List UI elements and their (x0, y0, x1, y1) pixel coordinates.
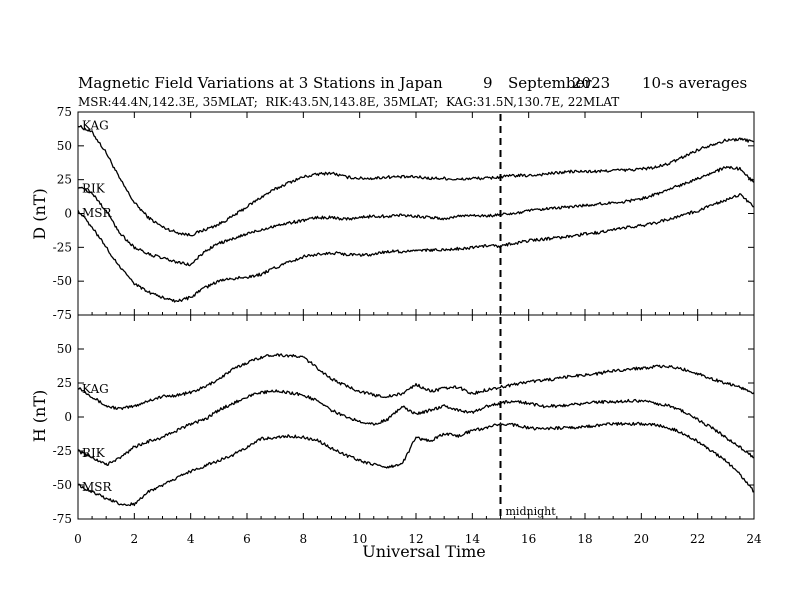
d-panel-frame (77, 111, 755, 316)
x-tick-label: 2 (131, 532, 139, 546)
h-ytick-label: 0 (64, 410, 72, 424)
h-series-msr (77, 421, 755, 507)
d-series-kag (77, 124, 755, 237)
d-ytick-label: 25 (57, 173, 72, 187)
h-ytick-label: 50 (57, 342, 72, 356)
station-subtitle: MSR:44.4N,142.3E, 35MLAT; RIK:43.5N,143.… (78, 95, 619, 109)
h-ytick-label: -75 (53, 512, 72, 526)
x-tick-label: 24 (746, 532, 762, 546)
d-ytick-label: 50 (57, 139, 72, 153)
x-tick-label: 12 (408, 532, 423, 546)
x-tick-label: 22 (690, 532, 705, 546)
date-month: September (508, 74, 592, 92)
d-panel-ylabel: D (nT) (30, 188, 49, 239)
h-series-rik (77, 389, 755, 467)
x-axis-title: Universal Time (362, 542, 485, 561)
d-ytick-label: -75 (53, 308, 72, 322)
x-tick-label: 4 (187, 532, 195, 546)
x-tick-label: 8 (300, 532, 308, 546)
x-tick-label: 6 (243, 532, 251, 546)
d-series-label-rik: RIK (82, 181, 106, 195)
h-ytick-label: -50 (53, 478, 72, 492)
h-series-label-msr: MSR (82, 480, 113, 494)
h-ytick-label: -25 (53, 444, 72, 458)
chart-title: Magnetic Field Variations at 3 Stations … (78, 74, 443, 92)
d-ytick-label: 0 (64, 207, 72, 221)
h-series-kag (77, 353, 755, 411)
d-ytick-label: 75 (57, 105, 72, 119)
d-series-msr (77, 193, 754, 303)
h-panel-frame (77, 314, 755, 520)
x-tick-label: 0 (74, 532, 82, 546)
d-ytick-label: -50 (53, 274, 72, 288)
d-ytick-label: -25 (53, 240, 72, 254)
h-series-label-kag: KAG (82, 382, 109, 396)
d-series-rik (77, 165, 755, 267)
d-series-label-msr: MSR (82, 206, 113, 220)
midnight-label: midnight (506, 505, 557, 518)
x-tick-label: 18 (577, 532, 592, 546)
x-tick-label: 16 (521, 532, 536, 546)
h-ytick-label: 25 (57, 376, 72, 390)
x-tick-label: 20 (634, 532, 649, 546)
averaging-label: 10-s averages (642, 74, 747, 92)
date-day: 9 (483, 74, 493, 92)
x-tick-label: 10 (352, 532, 367, 546)
h-series-label-rik: RIK (82, 446, 106, 460)
x-tick-label: 14 (465, 532, 481, 546)
date-year: 2023 (572, 74, 610, 92)
h-panel-ylabel: H (nT) (30, 390, 49, 443)
d-series-label-kag: KAG (82, 119, 109, 133)
